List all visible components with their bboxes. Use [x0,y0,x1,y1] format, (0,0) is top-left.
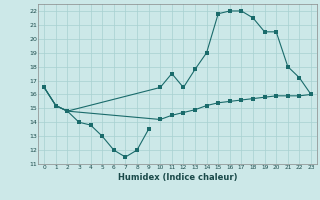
X-axis label: Humidex (Indice chaleur): Humidex (Indice chaleur) [118,173,237,182]
